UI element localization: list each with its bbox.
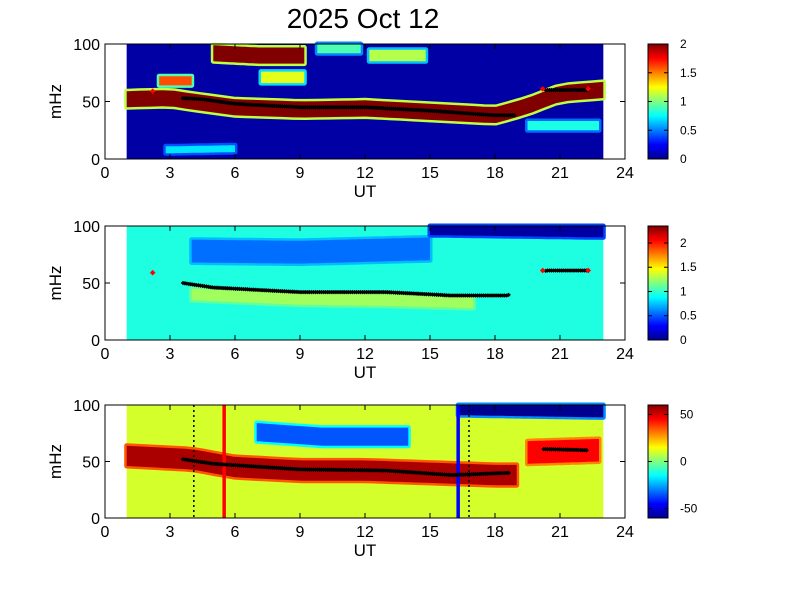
red-point (149, 269, 156, 276)
x-tick-label: 18 (486, 524, 504, 541)
x-tick-label: 12 (356, 165, 374, 182)
heatmap-band (458, 405, 604, 418)
y-tick-label: 100 (73, 398, 100, 415)
y-tick-label: 0 (91, 333, 100, 350)
x-tick-label: 24 (616, 346, 634, 363)
heatmap-band (261, 71, 305, 84)
x-tick-label: 0 (101, 524, 110, 541)
colorbar-tick-label: 2 (680, 236, 687, 250)
colorbar-tick-label: 0 (680, 152, 687, 166)
heatmap-band (165, 145, 235, 154)
x-tick-label: 6 (231, 165, 240, 182)
colorbar-tick-label: 1 (680, 95, 687, 109)
x-tick-label: 6 (231, 524, 240, 541)
x-axis-label: UT (354, 363, 377, 382)
panel-top: 0 3 6 9 12 15 18 21 24 0 50 100 UT mHz 0 0.5 1 1.5 2 (46, 37, 697, 201)
colorbar-tick-label: 50 (680, 407, 694, 421)
x-tick-label: 3 (166, 524, 175, 541)
panel-bottom: 0 3 6 9 12 15 18 21 24 0 50 100 UT mHz -50 0 50 (46, 398, 698, 560)
x-tick-label: 24 (616, 524, 634, 541)
y-tick-label: 100 (73, 37, 100, 54)
red-point (585, 267, 592, 274)
colorbar-tick-label: 0 (680, 455, 687, 469)
y-axis-label: mHz (46, 444, 65, 479)
red-point (539, 86, 546, 92)
red-point (539, 267, 546, 274)
heatmap-band (256, 423, 409, 446)
y-axis-label: mHz (46, 266, 65, 301)
x-tick-label: 6 (231, 346, 240, 363)
x-tick-label: 0 (101, 346, 110, 363)
x-tick-label: 24 (616, 165, 634, 182)
track-point (584, 447, 589, 453)
x-tick-label: 15 (421, 524, 439, 541)
panel-middle: 0 3 6 9 12 15 18 21 24 0 50 100 UT mHz 0 0.5 1 1.5 2 (46, 219, 697, 382)
y-tick-label: 50 (82, 95, 100, 112)
y-tick-label: 0 (91, 511, 100, 528)
x-tick-label: 9 (296, 346, 305, 363)
heatmap-band (369, 49, 426, 62)
heatmap-band (213, 45, 305, 64)
x-tick-label: 3 (166, 165, 175, 182)
colorbar-tick-label: 1.5 (680, 260, 697, 274)
x-tick-label: 21 (551, 524, 569, 541)
y-tick-label: 100 (73, 219, 100, 236)
x-tick-label: 18 (486, 346, 504, 363)
colorbar (647, 225, 669, 341)
track-point (506, 470, 511, 476)
y-tick-label: 0 (91, 152, 100, 169)
x-axis-label: UT (354, 541, 377, 560)
x-tick-label: 9 (296, 524, 305, 541)
x-axis-label: UT (354, 182, 377, 201)
x-tick-label: 9 (296, 165, 305, 182)
x-tick-label: 21 (551, 346, 569, 363)
heatmap-band (159, 76, 192, 86)
x-tick-label: 15 (421, 165, 439, 182)
colorbar-tick-label: 2 (680, 37, 687, 51)
x-tick-label: 21 (551, 165, 569, 182)
heatmap-band (317, 44, 361, 54)
colorbar-tick-label: 0 (680, 333, 687, 347)
colorbar-tick-label: 0.5 (680, 309, 697, 323)
y-axis-label: mHz (46, 84, 65, 119)
colorbar-tick-label: -50 (680, 502, 698, 516)
x-tick-label: 3 (166, 346, 175, 363)
track-point (506, 292, 511, 298)
figure-title: 2025 Oct 12 (287, 3, 440, 34)
heatmap-band (126, 81, 604, 123)
heatmap-band (191, 288, 474, 309)
x-tick-label: 12 (356, 524, 374, 541)
colorbar-tick-label: 1 (680, 284, 687, 298)
x-tick-label: 0 (101, 165, 110, 182)
heatmap-band (191, 237, 430, 264)
x-tick-label: 12 (356, 346, 374, 363)
y-tick-label: 50 (82, 276, 100, 293)
y-tick-label: 50 (82, 455, 100, 472)
red-point (585, 86, 592, 92)
x-tick-label: 18 (486, 165, 504, 182)
colorbar-tick-label: 1.5 (680, 66, 697, 80)
colorbar-tick-label: 0.5 (680, 123, 697, 137)
x-tick-label: 15 (421, 346, 439, 363)
heatmap-band (527, 121, 599, 131)
red-point (149, 88, 156, 95)
